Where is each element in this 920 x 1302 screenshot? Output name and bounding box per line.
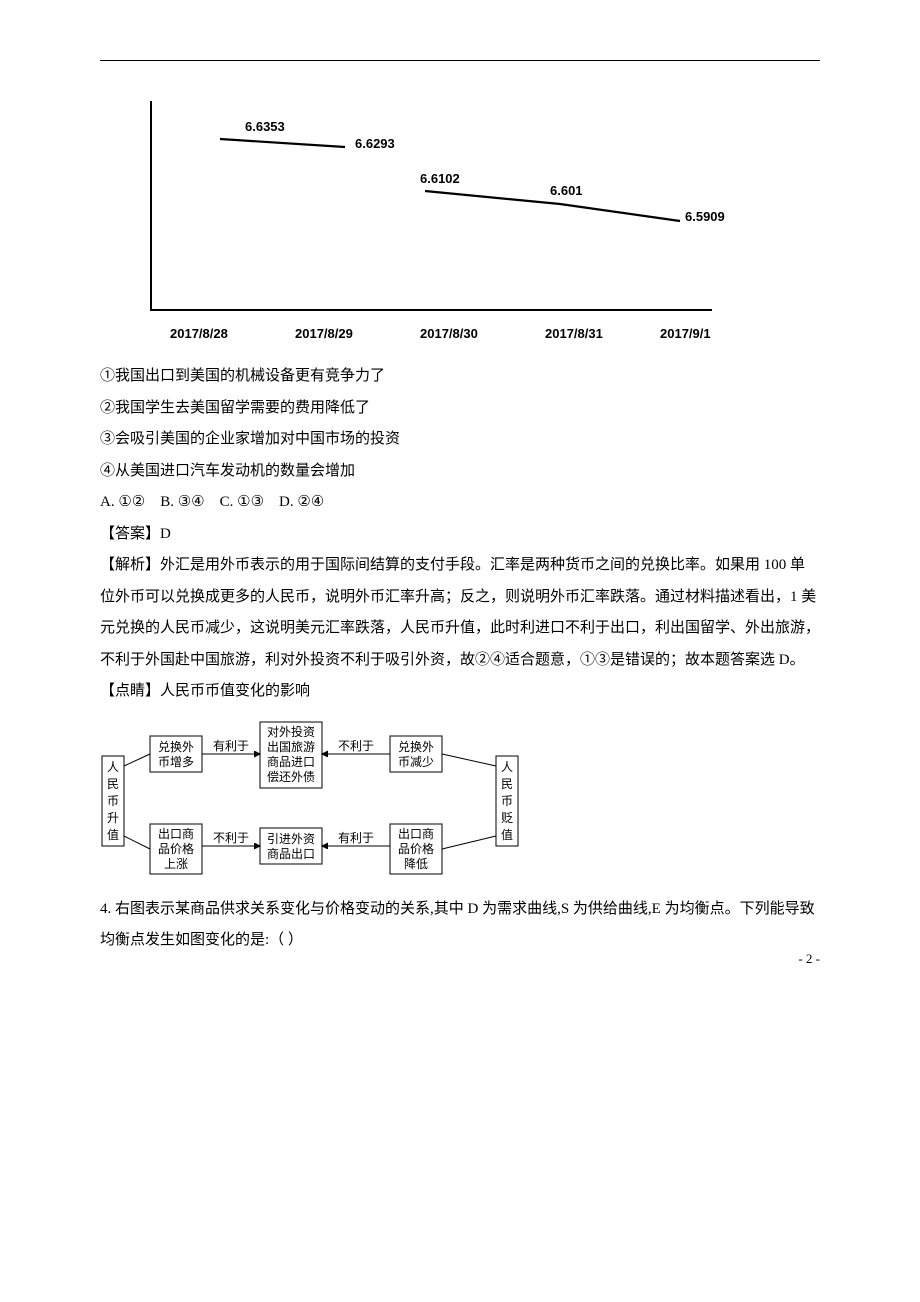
rmb-effect-diagram: 人 民 币 升 值 人 民 币 贬 值 兑换外 币增多 对外投资 出国旅游 商品… xyxy=(100,716,820,886)
pt-label-1: 6.6293 xyxy=(355,136,395,151)
analysis-label: 【解析】 xyxy=(100,557,160,573)
x-tick-1: 2017/8/29 xyxy=(295,326,353,341)
right-l0: 人 xyxy=(501,760,513,774)
choices-line: A. ①② B. ③④ C. ①③ D. ②④ xyxy=(100,487,820,519)
answer: 【答案】D xyxy=(100,519,820,551)
chart-lines xyxy=(150,101,750,311)
q4-num: 4. xyxy=(100,901,111,917)
q4-text: 右图表示某商品供求关系变化与价格变动的关系,其中 D 为需求曲线,S 为供给曲线… xyxy=(100,901,815,949)
question-4: 4. 右图表示某商品供求关系变化与价格变动的关系,其中 D 为需求曲线,S 为供… xyxy=(100,894,820,957)
left-l0: 人 xyxy=(107,760,119,774)
left-l3: 升 xyxy=(107,811,119,825)
n2-l0: 对外投资 xyxy=(267,724,315,739)
x-tick-4: 2017/9/1 xyxy=(660,326,711,341)
right-l1: 民 xyxy=(501,777,513,791)
edge-23: 不利于 xyxy=(338,739,374,753)
option-3: ③会吸引美国的企业家增加对中国市场的投资 xyxy=(100,424,820,456)
left-l2: 币 xyxy=(107,794,119,808)
flow-svg: 人 民 币 升 值 人 民 币 贬 值 兑换外 币增多 对外投资 出国旅游 商品… xyxy=(100,716,520,886)
n3-l0: 兑换外 xyxy=(398,740,434,754)
n3-l1: 币减少 xyxy=(398,755,434,769)
exchange-rate-chart: 6.6353 6.6293 6.6102 6.601 6.5909 2017/8… xyxy=(130,91,750,351)
option-2: ②我国学生去美国留学需要的费用降低了 xyxy=(100,393,820,425)
pt-label-4: 6.5909 xyxy=(685,209,725,224)
left-l1: 民 xyxy=(107,777,119,791)
option-4: ④从美国进口汽车发动机的数量会增加 xyxy=(100,456,820,488)
pt-label-0: 6.6353 xyxy=(245,119,285,134)
right-l2: 币 xyxy=(501,794,513,808)
x-tick-2: 2017/8/30 xyxy=(420,326,478,341)
top-rule xyxy=(100,60,820,61)
n4-l1: 品价格 xyxy=(158,841,194,856)
x-tick-3: 2017/8/31 xyxy=(545,326,603,341)
n1-l1: 币增多 xyxy=(158,755,194,769)
analysis-text: 外汇是用外币表示的用于国际间结算的支付手段。汇率是两种货币之间的兑换比率。如果用… xyxy=(100,557,820,668)
left-l4: 值 xyxy=(107,827,119,842)
edge-12: 有利于 xyxy=(213,739,249,753)
n4-l2: 上涨 xyxy=(164,856,188,871)
n2-l3: 偿还外债 xyxy=(267,769,315,784)
pt-label-2: 6.6102 xyxy=(420,171,460,186)
pt-label-3: 6.601 xyxy=(550,183,583,198)
analysis: 【解析】外汇是用外币表示的用于国际间结算的支付手段。汇率是两种货币之间的兑换比率… xyxy=(100,550,820,676)
n2-l1: 出国旅游 xyxy=(267,740,315,754)
edge-45: 不利于 xyxy=(213,831,249,845)
tip-label: 【点睛】 xyxy=(100,683,160,699)
n6-l1: 品价格 xyxy=(398,841,434,856)
n2-l2: 商品进口 xyxy=(267,754,315,769)
x-tick-0: 2017/8/28 xyxy=(170,326,228,341)
n4-l0: 出口商 xyxy=(158,826,194,841)
option-1: ①我国出口到美国的机械设备更有竞争力了 xyxy=(100,361,820,393)
right-l3: 贬 xyxy=(501,811,513,825)
n5-l1: 商品出口 xyxy=(267,846,315,861)
right-l4: 值 xyxy=(501,827,513,842)
edge-56: 有利于 xyxy=(338,831,374,845)
n6-l2: 降低 xyxy=(404,857,428,871)
page-number: - 2 - xyxy=(798,951,820,967)
n1-l0: 兑换外 xyxy=(158,740,194,754)
n6-l0: 出口商 xyxy=(398,826,434,841)
tip-text: 人民币币值变化的影响 xyxy=(160,683,310,699)
tip: 【点睛】人民币币值变化的影响 xyxy=(100,676,820,708)
n5-l0: 引进外资 xyxy=(267,832,315,846)
